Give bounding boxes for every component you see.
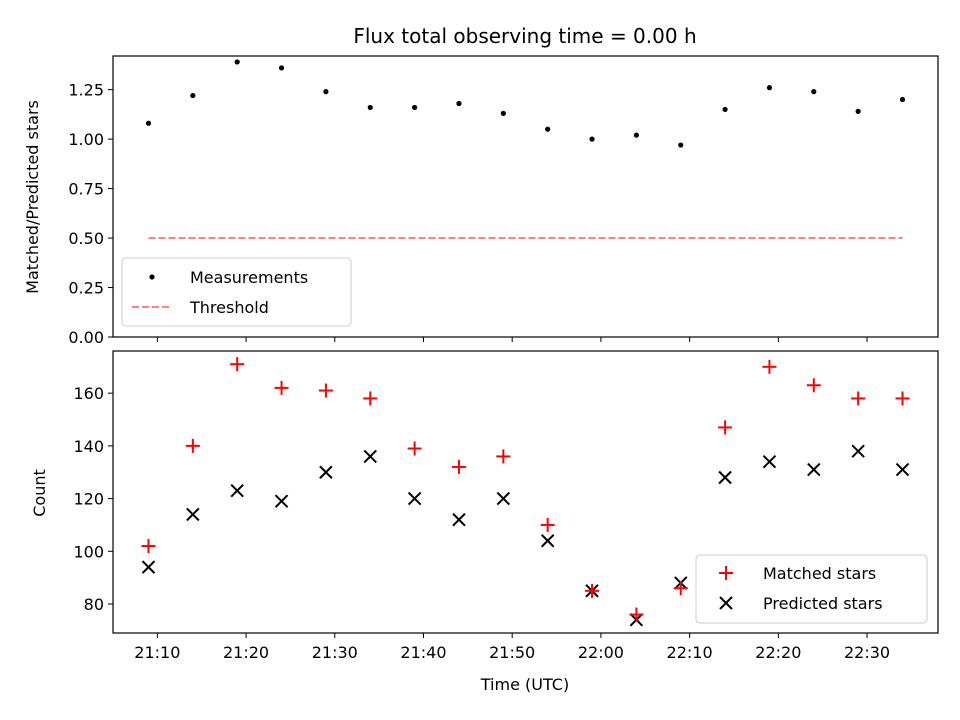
predicted-star-point (540, 534, 555, 548)
matched-star-point (851, 391, 866, 406)
measurement-point (678, 142, 684, 148)
measurement-point (278, 65, 285, 71)
matched-star-point (141, 539, 156, 554)
matched-star-point (673, 581, 688, 596)
predicted-star-point (718, 470, 732, 485)
legend-matched-marker (719, 566, 733, 580)
legend-matched-label: Matched stars (763, 564, 876, 583)
measurement-point (766, 85, 773, 91)
top-y-tick-label: 1.00 (68, 130, 104, 149)
matched-star-point (718, 420, 733, 435)
matched-star-point (451, 459, 466, 474)
predicted-star-point (363, 449, 377, 464)
predicted-star-point (762, 454, 777, 469)
measurement-point (145, 120, 152, 126)
legend-measurements-marker (149, 274, 155, 280)
legend-measurements-label: Measurements (190, 268, 308, 287)
top-y-ticks: 0.00 0.25 0.50 0.75 1.00 1.25 (68, 81, 113, 347)
bottom-y-ticks: 80 100 120 140 160 (73, 384, 113, 614)
top-legend-box (121, 257, 352, 327)
measurement-point (412, 104, 418, 111)
top-panel: Flux total observing time = 0.00 h Match… (23, 24, 939, 347)
matched-star-point (806, 378, 821, 393)
bottom-legend-box (695, 554, 928, 624)
bottom-y-tick-label: 80 (84, 595, 104, 614)
measurement-point (234, 59, 240, 65)
matched-star-point (895, 391, 910, 406)
x-axis-label: Time (UTC) (480, 675, 569, 694)
predicted-star-point (141, 560, 156, 574)
x-tick-label: 21:30 (312, 643, 358, 662)
top-y-tick-label: 0.75 (68, 180, 104, 199)
bottom-y-tick-label: 160 (73, 384, 104, 403)
bottom-plot-area (141, 357, 910, 627)
x-tick-label: 21:40 (400, 643, 446, 662)
predicted-star-point (230, 483, 244, 498)
legend-predicted-marker (719, 596, 733, 610)
measurement-point (899, 96, 906, 103)
measurement-point (589, 136, 595, 142)
top-y-tick-label: 0.25 (68, 279, 104, 298)
predicted-star-point (452, 512, 466, 527)
measurement-point (633, 132, 639, 138)
predicted-star-point (186, 507, 200, 522)
bottom-x-ticks: 21:10 21:20 21:30 21:40 21:50 22:00 22:10 22:20… (134, 633, 890, 662)
measurement-point (811, 89, 817, 95)
measurement-point (323, 89, 329, 95)
measurement-point (545, 126, 551, 132)
bottom-y-tick-label: 140 (73, 437, 104, 456)
matched-star-point (185, 438, 200, 453)
predicted-star-point (274, 494, 289, 508)
bottom-axes-frame (112, 350, 939, 634)
top-y-axis-label: Matched/Predicted stars (23, 100, 42, 294)
x-tick-label: 21:50 (489, 643, 535, 662)
x-tick-label: 22:20 (755, 643, 801, 662)
matched-star-point (274, 380, 289, 395)
chart-title: Flux total observing time = 0.00 h (353, 24, 696, 48)
matched-star-point (585, 583, 600, 598)
legend-threshold-label: Threshold (189, 298, 269, 317)
bottom-y-tick-label: 100 (73, 542, 104, 561)
matched-star-point (363, 391, 378, 406)
measurement-point (855, 108, 861, 115)
matched-star-point (230, 357, 245, 372)
top-axes-frame (112, 55, 939, 338)
x-tick-label: 22:10 (667, 643, 713, 662)
top-x-ticks (156, 337, 868, 342)
matched-star-point (407, 441, 422, 456)
measurement-point (190, 92, 196, 99)
x-tick-label: 21:20 (223, 643, 269, 662)
x-tick-label: 22:30 (844, 643, 890, 662)
matched-star-point (496, 449, 511, 464)
bottom-legend: Matched stars Predicted stars (695, 554, 928, 624)
bottom-y-axis-label: Count (30, 469, 49, 517)
measurement-point (722, 106, 728, 113)
predicted-star-point (851, 444, 865, 458)
top-legend: Measurements Threshold (121, 257, 352, 327)
matched-star-point (629, 607, 644, 622)
x-tick-label: 21:10 (134, 643, 180, 662)
measurement-point (367, 104, 373, 111)
predicted-star-point (496, 491, 511, 506)
matched-star-point (318, 383, 333, 398)
matched-star-point (540, 517, 555, 532)
matched-star-point (762, 359, 777, 374)
legend-predicted-label: Predicted stars (763, 594, 883, 613)
predicted-star-point (319, 465, 333, 479)
bottom-y-tick-label: 120 (73, 490, 104, 509)
x-tick-label: 22:00 (578, 643, 624, 662)
top-plot-area (145, 59, 906, 240)
predicted-star-point (895, 462, 910, 477)
top-y-tick-label: 0.50 (68, 229, 104, 248)
predicted-star-point (407, 491, 422, 506)
predicted-star-point (807, 462, 821, 477)
measurement-point (456, 100, 462, 107)
measurement-point (500, 110, 506, 116)
top-y-tick-label: 1.25 (68, 81, 104, 100)
top-y-tick-label: 0.00 (68, 328, 104, 347)
